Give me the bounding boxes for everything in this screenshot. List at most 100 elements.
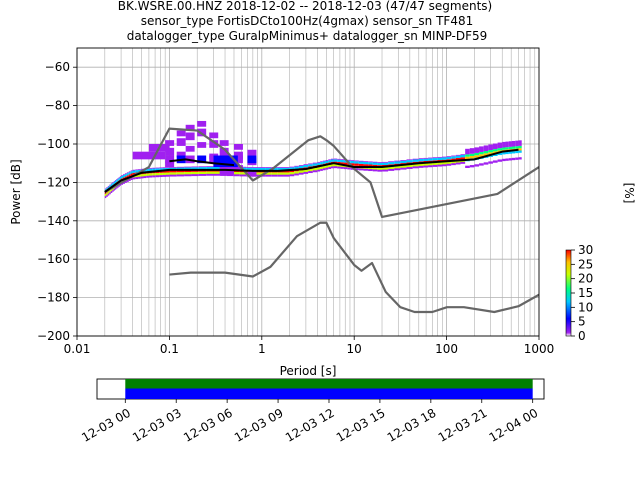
heatmap-cell bbox=[508, 141, 512, 147]
heatmap-cell bbox=[518, 140, 522, 146]
heatmap-cell bbox=[239, 166, 247, 168]
timeline-bars bbox=[125, 379, 533, 399]
heatmap-cell bbox=[123, 175, 125, 178]
heatmap-cell bbox=[159, 174, 163, 178]
heatmap-cell bbox=[258, 167, 266, 171]
heatmap-cell bbox=[123, 181, 125, 184]
heatmap-cell bbox=[465, 154, 470, 157]
heatmap-cell bbox=[152, 167, 156, 169]
heatmap-cell bbox=[423, 157, 429, 159]
heatmap-cell bbox=[169, 170, 177, 173]
heatmap-cell bbox=[432, 157, 438, 159]
heatmap-cell bbox=[317, 167, 321, 170]
heatmap-cell bbox=[124, 173, 127, 175]
heatmap-cell bbox=[246, 166, 253, 168]
heatmap-cell bbox=[233, 144, 243, 150]
heatmap-cell bbox=[185, 132, 195, 141]
heatmap-cell bbox=[423, 163, 429, 166]
heatmap-cell bbox=[451, 162, 456, 166]
heatmap-cell bbox=[412, 166, 419, 169]
heatmap-cell bbox=[340, 162, 344, 165]
heatmap-cell bbox=[110, 184, 113, 187]
heatmap-cell bbox=[128, 174, 131, 177]
heatmap-cell bbox=[277, 172, 284, 175]
heatmap-cell bbox=[176, 167, 185, 170]
heatmap-cell bbox=[330, 166, 334, 169]
heatmap-cell bbox=[185, 124, 195, 131]
heatmap-cell bbox=[289, 167, 295, 170]
heatmap-cell bbox=[394, 167, 401, 171]
heatmap-cell bbox=[165, 155, 175, 164]
heatmap-cell bbox=[117, 178, 119, 182]
heatmap-cell bbox=[132, 177, 136, 180]
heatmap-cell bbox=[333, 163, 338, 167]
heatmap-cell bbox=[320, 166, 323, 169]
heatmap-cell bbox=[479, 163, 484, 166]
heatmap-cell bbox=[340, 159, 344, 160]
colorbar-gradient bbox=[565, 249, 572, 337]
heatmap-cell bbox=[337, 159, 341, 162]
heatmap-cell bbox=[197, 142, 207, 148]
heatmap-cell bbox=[400, 160, 407, 164]
colorbar-tick-label: 15 bbox=[578, 286, 593, 300]
heatmap-cell bbox=[428, 157, 433, 159]
heatmap-cell bbox=[358, 163, 364, 167]
heatmap-cell bbox=[128, 171, 131, 173]
heatmap-cell bbox=[330, 158, 334, 160]
heatmap-cell bbox=[320, 161, 323, 163]
heatmap-cell bbox=[488, 152, 493, 155]
heatmap-cell bbox=[350, 160, 355, 164]
heatmap-cell bbox=[412, 164, 419, 167]
title-line-3: datalogger_type GuralpMinimus+ datalogge… bbox=[127, 29, 488, 43]
heatmap-cell bbox=[162, 170, 166, 173]
y-tick-label: −180 bbox=[37, 291, 70, 305]
heatmap-cell bbox=[469, 156, 475, 159]
heatmap-cell bbox=[277, 174, 284, 177]
heatmap-cell bbox=[128, 172, 131, 175]
heatmap-cell bbox=[184, 172, 192, 175]
heatmap-cell bbox=[372, 162, 378, 165]
heatmap-cell bbox=[437, 164, 442, 167]
heatmap-cell bbox=[107, 186, 110, 189]
heatmap-cell bbox=[116, 179, 118, 180]
heatmap-cell bbox=[106, 187, 108, 188]
heatmap-cell bbox=[107, 185, 110, 187]
heatmap-cell bbox=[354, 167, 359, 171]
heatmap-cell bbox=[388, 161, 395, 163]
heatmap-cell bbox=[130, 170, 133, 172]
heatmap-cell bbox=[474, 164, 480, 167]
x-tick-label: 1 bbox=[258, 342, 266, 356]
heatmap-cell bbox=[152, 173, 156, 176]
heatmap-cell bbox=[418, 159, 424, 162]
heatmap-cell bbox=[165, 172, 170, 175]
heatmap-cell bbox=[368, 168, 373, 172]
heatmap-cell bbox=[123, 174, 125, 176]
heatmap-cell bbox=[479, 146, 484, 152]
heatmap-cell bbox=[328, 164, 331, 168]
heatmap-cell bbox=[155, 167, 160, 169]
heatmap-cell bbox=[474, 147, 480, 153]
heatmap-cell bbox=[298, 172, 304, 175]
x-axis-label: Period [s] bbox=[280, 364, 337, 378]
heatmap-cell bbox=[233, 165, 243, 171]
heatmap-cell bbox=[511, 146, 516, 149]
heatmap-cell bbox=[162, 172, 166, 175]
heatmap-cell bbox=[518, 150, 522, 153]
heatmap-cell bbox=[140, 168, 144, 170]
heatmap-cell bbox=[176, 130, 186, 137]
heatmap-cell bbox=[114, 180, 117, 184]
heatmap-cell bbox=[418, 165, 424, 168]
heatmap-cell bbox=[460, 157, 466, 160]
heatmap-cell bbox=[325, 160, 329, 161]
heatmap-cell bbox=[289, 166, 295, 168]
heatmap-cell bbox=[130, 171, 133, 174]
heatmap-cell bbox=[455, 155, 461, 158]
heatmap-cell bbox=[441, 162, 447, 165]
heatmap-cell bbox=[132, 169, 136, 171]
heatmap-cell bbox=[428, 162, 433, 166]
heatmap-cell bbox=[308, 164, 313, 167]
heatmap-cell bbox=[165, 174, 170, 177]
